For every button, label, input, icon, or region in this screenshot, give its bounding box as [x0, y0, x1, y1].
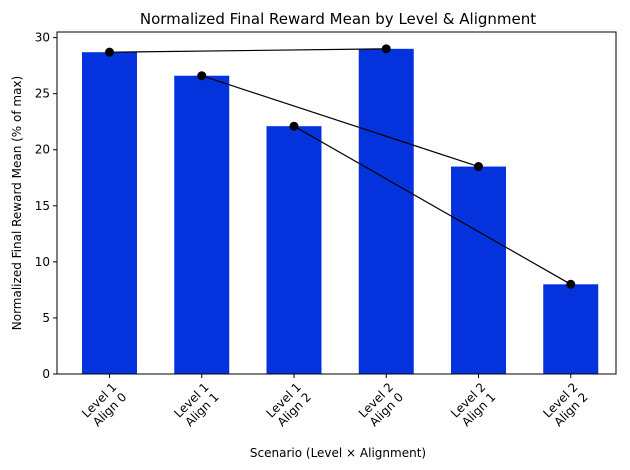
y-tick-label: 30 — [35, 31, 50, 45]
connectors-group — [109, 48, 572, 285]
y-tick-label: 5 — [42, 311, 50, 325]
x-tick-label-2: Level 1Align 1 — [171, 380, 221, 430]
y-tick-label: 15 — [35, 199, 50, 213]
y-tick-label: 10 — [35, 255, 50, 269]
bar-5 — [451, 166, 506, 374]
point-marker-2 — [197, 71, 207, 81]
markers-group — [105, 44, 576, 289]
point-marker-1 — [105, 47, 114, 57]
y-axis-label: Normalized Final Reward Mean (% of max) — [10, 76, 24, 330]
x-tick-label-4: Level 2Align 0 — [356, 380, 406, 430]
point-marker-6 — [566, 279, 576, 289]
point-marker-3 — [289, 121, 299, 131]
y-axis-ticks: 0 5 10 15 20 25 30 — [35, 31, 57, 381]
plot-frame — [56, 31, 617, 375]
point-marker-5 — [474, 162, 483, 172]
connector-line-2 — [201, 75, 479, 168]
connector-line-3 — [293, 125, 572, 285]
bar-6 — [543, 284, 599, 374]
y-tick-label: 20 — [35, 143, 50, 157]
bars-group — [82, 48, 599, 375]
bar-3 — [266, 126, 322, 375]
bar-4 — [358, 48, 414, 374]
point-marker-4 — [381, 44, 391, 54]
y-tick-label: 25 — [35, 87, 50, 101]
x-axis-label: Scenario (Level × Alignment) — [250, 446, 426, 460]
chart-title: Normalized Final Reward Mean by Level & … — [140, 10, 536, 28]
x-tick-label-3: Level 1Align 2 — [264, 380, 314, 430]
x-tick-label-1: Level 1Align 0 — [79, 380, 129, 430]
bar-1 — [82, 52, 137, 375]
x-axis-ticks: Level 1Align 0 Level 1Align 1 Level 1Align… — [79, 374, 591, 430]
bar-2 — [174, 75, 230, 375]
x-tick-label-6: Level 2Align 2 — [540, 380, 590, 430]
x-tick-label-5: Level 2Align 1 — [448, 380, 498, 430]
y-tick-label: 0 — [42, 367, 50, 381]
connector-line-1 — [109, 48, 387, 53]
